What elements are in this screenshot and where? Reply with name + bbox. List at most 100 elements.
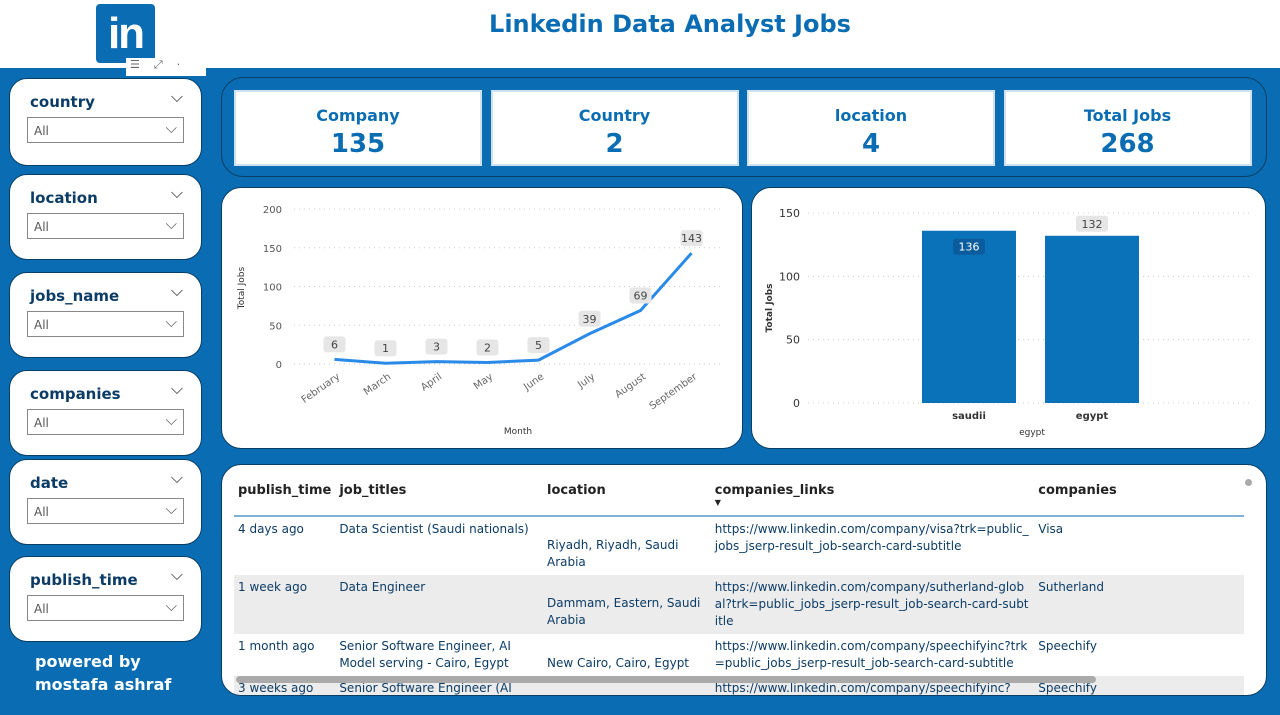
y-tick-label: 100 — [263, 283, 282, 294]
table-cell: Visa — [1034, 516, 1244, 575]
table-cell: Speechify — [1034, 634, 1244, 676]
bar — [1045, 235, 1139, 403]
table-row[interactable]: 4 days ago Data Scientist (Saudi national… — [234, 516, 1244, 575]
line-chart-card: 0 50 100 150 200 6 February 1 March 3 April 2 May 5 Ju… — [221, 187, 743, 449]
chevron-down-icon: ⌵ — [165, 313, 177, 331]
chevron-down-icon: ⌵ — [165, 215, 177, 233]
table-cell: New Cairo, Cairo, Egypt — [543, 634, 711, 676]
series-line — [334, 252, 693, 365]
x-tick-label: March — [362, 371, 393, 397]
data-label-bg — [680, 230, 703, 247]
cell-text: 3 weeks ago — [238, 681, 314, 695]
column-header[interactable]: publish_time — [234, 473, 336, 517]
x-axis-title: Month — [504, 427, 532, 437]
chevron-down-icon: ⌵ — [165, 500, 177, 518]
x-axis-title: egypt — [1019, 428, 1045, 438]
y-tick-label: 100 — [779, 270, 800, 283]
kpi-card: Country 2 — [490, 90, 739, 166]
column-header-label: publish_time — [238, 483, 332, 498]
page-title: Linkedin Data Analyst Jobs — [489, 10, 851, 38]
y-tick-label: 200 — [263, 205, 282, 216]
column-header[interactable]: job_titles — [335, 473, 543, 517]
data-label-bg — [527, 337, 550, 354]
slicer-dropdown[interactable]: All ⌵ — [27, 409, 184, 435]
cell-text: 4 days ago — [238, 522, 304, 536]
column-header[interactable]: location — [542, 473, 711, 517]
table-cell: Senior Software Engineer, AI Model servi… — [335, 634, 543, 676]
vertical-scrollbar[interactable] — [1245, 479, 1252, 486]
y-tick-label: 0 — [276, 360, 282, 371]
data-label-bg — [323, 336, 346, 353]
chevron-down-icon[interactable]: ⌵ — [170, 379, 183, 398]
kpi-label: location — [834, 106, 908, 125]
cell-text: https://www.linkedin.com/company/sutherl… — [714, 580, 1029, 628]
cell-text: https://www.linkedin.com/company/visa?tr… — [714, 522, 1029, 553]
chevron-down-icon: ⌵ — [165, 119, 177, 137]
chevron-down-icon[interactable]: ⌵ — [170, 183, 183, 202]
slicer-dropdown[interactable]: All ⌵ — [27, 117, 184, 143]
table-cell: Sutherland — [1034, 575, 1244, 634]
slicer-value: All — [34, 505, 49, 519]
kpi-label: Total Jobs — [1083, 106, 1172, 125]
slicer-dropdown[interactable]: All ⌵ — [27, 213, 184, 239]
y-tick-label: 150 — [779, 207, 800, 220]
kpi-panel — [221, 77, 1267, 177]
sort-desc-icon: ▼ — [714, 498, 721, 507]
filter-icon[interactable]: ☰ — [130, 58, 140, 71]
chevron-down-icon[interactable]: ⌵ — [170, 281, 183, 300]
chevron-down-icon[interactable]: ⌵ — [170, 565, 183, 584]
kpi-value: 4 — [861, 129, 881, 159]
table-cell: Riyadh, Riyadh, Saudi Arabia — [543, 516, 711, 575]
data-label: 39 — [583, 313, 597, 326]
cell-text: Speechify — [1038, 639, 1097, 653]
data-label-bg — [425, 338, 448, 355]
cell-text: Riyadh, Riyadh, Saudi Arabia — [546, 538, 679, 569]
kpi-value: 135 — [330, 129, 386, 159]
slicer-dropdown[interactable]: All ⌵ — [27, 311, 184, 337]
cell-text: https://www.linkedin.com/company/speechi… — [714, 681, 1011, 695]
slicer-label: jobs_name — [30, 287, 120, 305]
table-row[interactable]: 1 month ago Senior Software Engineer, AI … — [234, 634, 1244, 676]
data-label-bg — [1076, 215, 1108, 232]
slicer-label: date — [30, 474, 69, 492]
focus-mode-icon[interactable]: ⤢ — [153, 58, 163, 71]
y-axis-title: Total Jobs — [237, 266, 247, 310]
y-tick-label: 50 — [786, 334, 800, 347]
table-cell: Data Engineer — [335, 575, 543, 634]
chevron-down-icon: ⌵ — [165, 411, 177, 429]
jobs-table-card: publish_time job_titles location companies_… — [221, 464, 1267, 696]
table-cell: Dammam, Eastern, Saudi Arabia — [542, 575, 711, 634]
bar-chart-card: 0 50 100 150 136 saudii 132 egypt egypt Total Job… — [751, 187, 1266, 449]
slicer-label: companies — [30, 385, 121, 403]
data-label-bg — [578, 310, 601, 327]
table-cell: https://www.linkedin.com/company/visa?tr… — [711, 516, 1035, 575]
table-row[interactable]: 1 week ago Data Engineer Dammam, Eastern, … — [234, 575, 1244, 634]
slicer-value: All — [34, 416, 49, 430]
chevron-down-icon: ⌵ — [165, 597, 177, 615]
data-label: 143 — [681, 232, 702, 245]
table-cell: https://www.linkedin.com/company/speechi… — [711, 634, 1035, 676]
more-options-icon[interactable]: · — [176, 58, 181, 71]
data-label: 132 — [1082, 218, 1103, 231]
x-tick-label: saudii — [952, 411, 986, 422]
data-label: 3 — [433, 341, 440, 354]
powered-by: powered by mostafa ashraf — [35, 650, 171, 696]
slicer-value: All — [34, 220, 49, 234]
column-header[interactable]: companies_links ▼ — [710, 473, 1035, 517]
bar — [922, 230, 1016, 403]
jobs-by-month-chart: 0 50 100 150 200 6 February 1 March 3 April 2 May 5 Ju… — [237, 205, 722, 437]
powered-by-line: powered by — [35, 652, 141, 671]
y-tick-label: 150 — [263, 244, 282, 255]
data-label: 6 — [331, 338, 338, 351]
chevron-down-icon[interactable]: ⌵ — [170, 468, 183, 487]
data-label-bg — [629, 287, 652, 304]
chevron-down-icon[interactable]: ⌵ — [170, 87, 183, 106]
column-header-label: companies_links — [714, 483, 835, 498]
column-header[interactable]: companies — [1034, 473, 1244, 517]
column-header-label: companies — [1038, 483, 1117, 498]
slicer-date: date ⌵ All ⌵ — [9, 459, 202, 545]
cell-text: 1 week ago — [238, 580, 308, 594]
horizontal-scrollbar[interactable] — [236, 676, 1096, 683]
slicer-dropdown[interactable]: All ⌵ — [27, 595, 184, 621]
slicer-dropdown[interactable]: All ⌵ — [27, 498, 184, 524]
